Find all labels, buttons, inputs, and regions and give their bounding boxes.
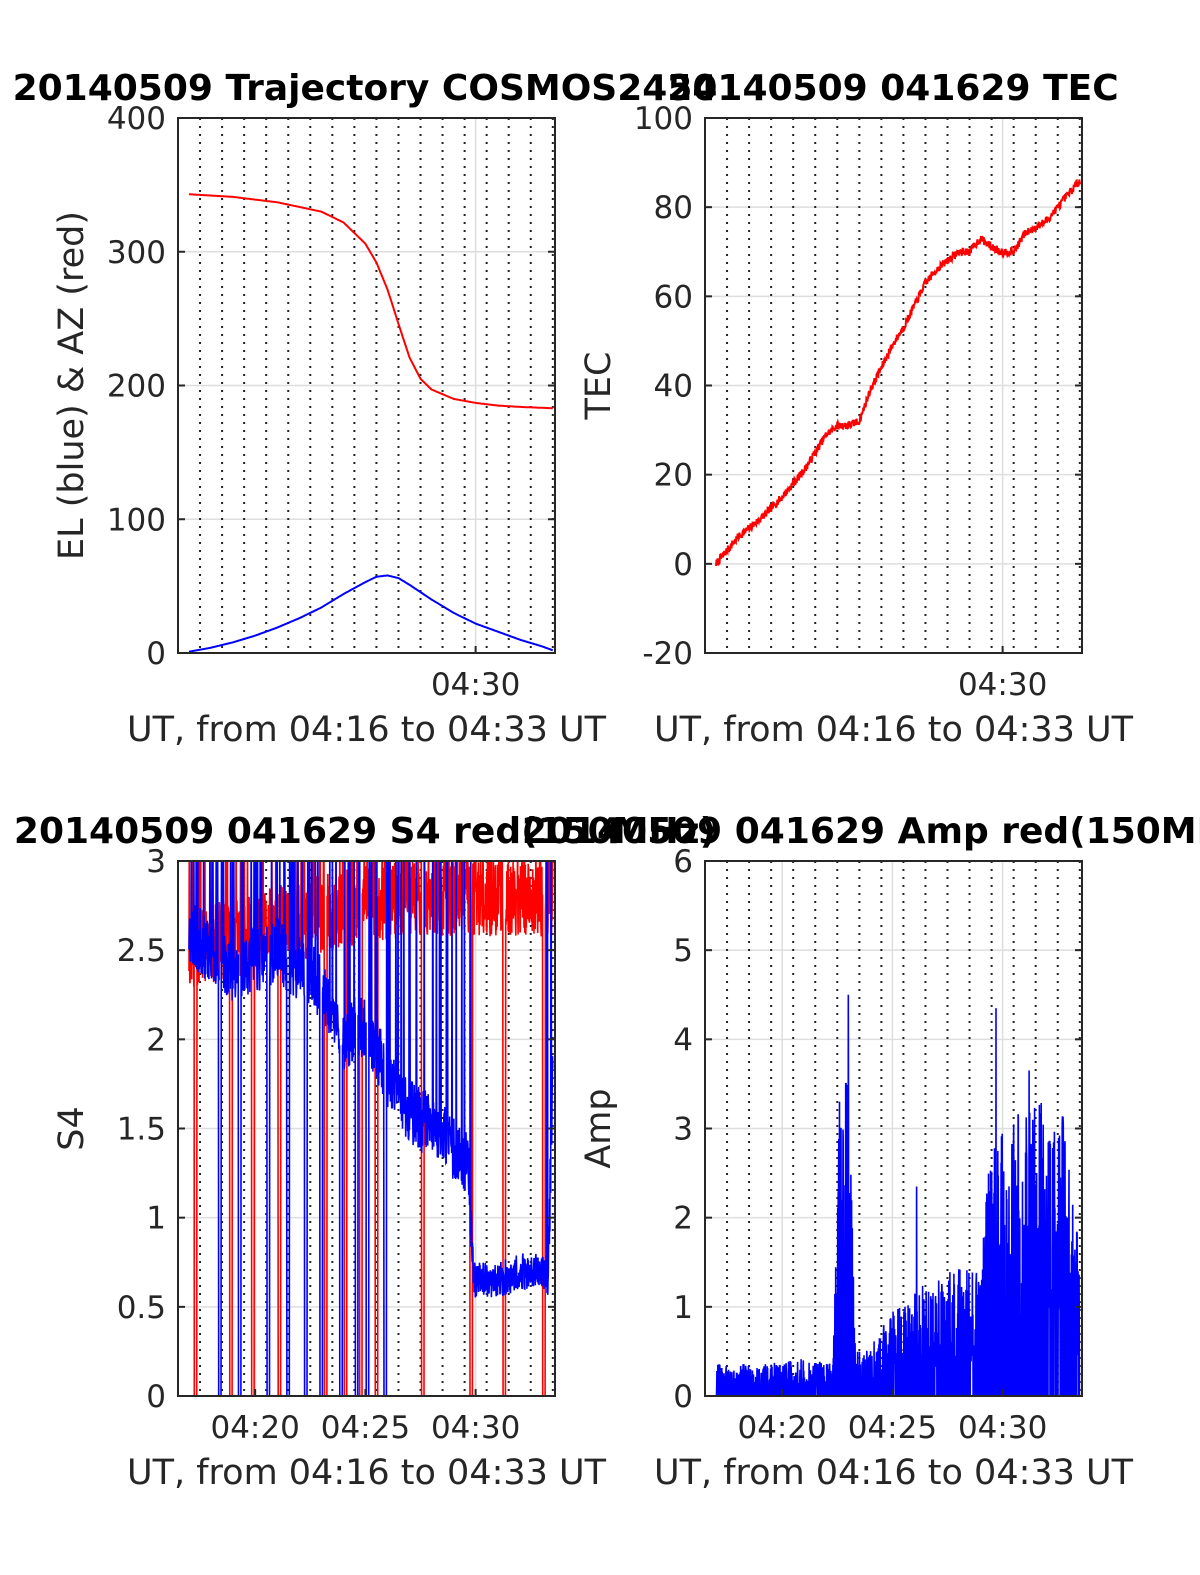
x-tick-label: 04:30	[958, 1410, 1047, 1446]
y-tick-label: 100	[634, 101, 693, 137]
chart-title: 20140509 041629 Amp red(150MHz)	[522, 811, 1200, 852]
y-tick-label: 400	[107, 101, 166, 137]
y-axis-label: EL (blue) & AZ (red)	[52, 211, 92, 560]
y-axis-label: TEC	[579, 352, 619, 421]
y-tick-label: 1.5	[117, 1112, 166, 1148]
chart-title: 20140509 041629 TEC	[667, 68, 1118, 109]
y-tick-label: 100	[107, 502, 166, 538]
x-axis-label: UT, from 04:16 to 04:33 UT	[654, 1453, 1134, 1493]
y-tick-label: 6	[673, 844, 693, 880]
x-axis-label: UT, from 04:16 to 04:33 UT	[654, 710, 1134, 750]
y-tick-label: 5	[673, 933, 693, 969]
y-axis-label: S4	[52, 1106, 92, 1151]
y-tick-label: 2.5	[117, 933, 166, 969]
y-tick-label: 80	[654, 190, 693, 226]
y-tick-label: 60	[654, 279, 693, 315]
x-tick-label: 04:30	[958, 667, 1047, 703]
y-tick-label: 1	[146, 1201, 166, 1237]
y-tick-label: 0	[146, 636, 166, 672]
y-axis-label: Amp	[579, 1088, 619, 1168]
y-tick-label: 20	[654, 458, 693, 494]
y-tick-label: 3	[146, 844, 166, 880]
y-tick-label: 0	[673, 1379, 693, 1415]
y-tick-label: -20	[642, 636, 693, 672]
y-tick-label: 300	[107, 235, 166, 271]
x-tick-label: 04:20	[210, 1410, 299, 1446]
x-tick-label: 04:25	[321, 1410, 410, 1446]
x-tick-label: 04:30	[431, 667, 520, 703]
series-line-1	[188, 193, 553, 410]
chart-title: 20140509 041629 S4 red(150MHz)	[14, 811, 716, 852]
chart-panel-2: -20 0 20 40 60 80 100 04:30 UT, from 04:16 to 04…	[579, 68, 1134, 750]
y-tick-label: 200	[107, 369, 166, 405]
series-line-2	[188, 861, 554, 1396]
y-tick-label: 3	[673, 1112, 693, 1148]
x-axis-label: UT, from 04:16 to 04:33 UT	[127, 710, 607, 750]
y-tick-label: 40	[654, 369, 693, 405]
x-tick-label: 04:25	[848, 1410, 937, 1446]
series-line-1	[715, 178, 1081, 567]
y-tick-label: 1	[673, 1290, 693, 1326]
chart-panel-4: 0 1 2 3 4 5 6 04:20 04:25 04:30 UT, from 04:16 to …	[522, 811, 1200, 1493]
y-tick-label: 2	[146, 1022, 166, 1058]
y-tick-label: 2	[673, 1201, 693, 1237]
chart-title: 20140509 Trajectory COSMOS2454	[13, 68, 718, 109]
x-tick-label: 04:30	[431, 1410, 520, 1446]
series-line-1	[715, 994, 1081, 1396]
series-line-2	[188, 574, 554, 653]
y-tick-label: 4	[673, 1022, 693, 1058]
x-tick-label: 04:20	[737, 1410, 826, 1446]
y-tick-label: 0.5	[117, 1290, 166, 1326]
y-tick-label: 0	[146, 1379, 166, 1415]
x-axis-label: UT, from 04:16 to 04:33 UT	[127, 1453, 607, 1493]
y-tick-label: 0	[673, 547, 693, 583]
chart-panel-3: 0 0.5 1 1.5 2 2.5 3 04:20 04:25 04:30 UT, from 04:…	[14, 811, 716, 1493]
